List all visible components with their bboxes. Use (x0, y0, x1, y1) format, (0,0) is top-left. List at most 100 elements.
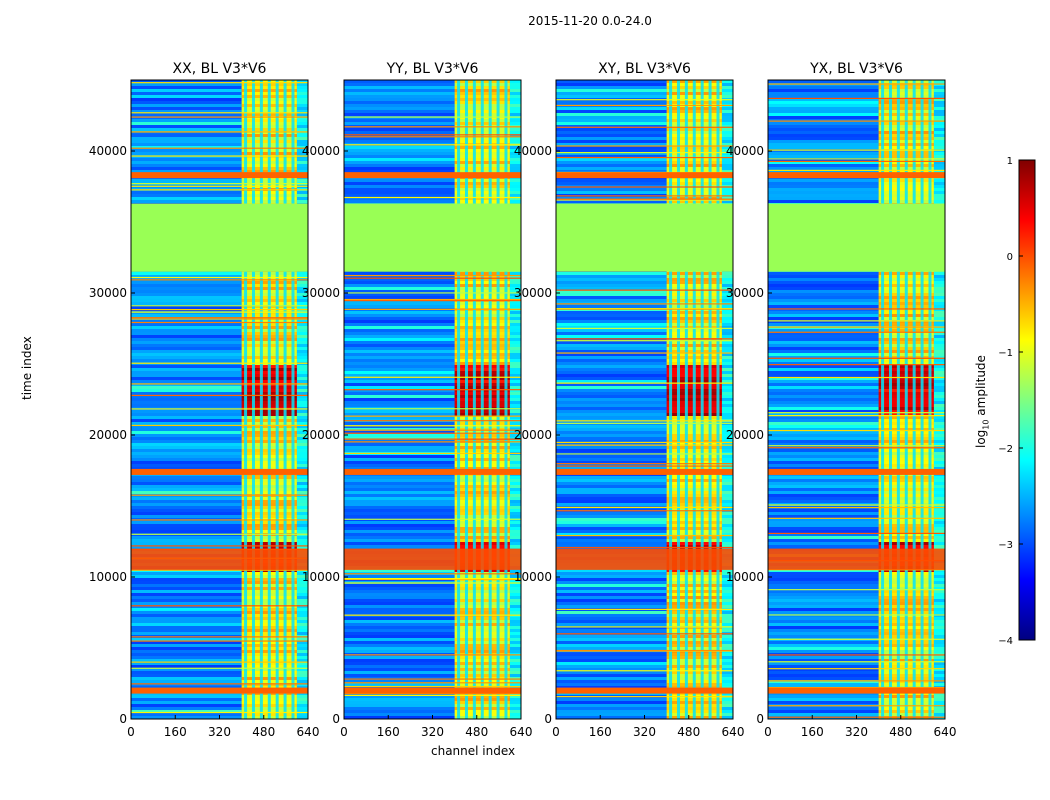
heatmap-cell (344, 83, 455, 86)
heatmap-cell (296, 614, 308, 617)
heatmap-cell (296, 101, 308, 104)
heatmap-cell (509, 179, 521, 182)
heatmap-cell (556, 485, 667, 488)
heatmap-cell (344, 200, 455, 203)
heatmap-cell (344, 353, 455, 356)
heatmap-cell (556, 425, 667, 428)
channel-stripe (708, 80, 712, 719)
heatmap-cell (556, 524, 667, 527)
heatmap-cell (768, 521, 879, 524)
heatmap-cell (296, 137, 308, 140)
heatmap-cell (131, 641, 242, 644)
heatmap-panel-2: YY, BL V3*V60 160 320 480 640010000200003000… (302, 61, 533, 739)
heatmap-cell (556, 476, 667, 479)
heatmap-cell (344, 92, 455, 95)
heatmap-cell (768, 128, 879, 131)
heatmap-cell (933, 116, 945, 119)
heatmap-cell (556, 542, 667, 545)
panel-title: XX, BL V3*V6 (173, 61, 267, 77)
heatmap-cell (556, 614, 667, 617)
heatmap-cell (556, 461, 667, 464)
heatmap-cell (556, 347, 667, 350)
heatmap-cell (296, 374, 308, 377)
heatmap-cell (556, 401, 667, 404)
heatmap-cell (131, 290, 242, 293)
heatmap-cell (344, 629, 455, 632)
rfi-line (768, 429, 945, 432)
heatmap-cell (556, 368, 667, 371)
heatmap-cell (344, 311, 455, 314)
heatmap-cell (556, 587, 667, 590)
y-tick-label: 10000 (726, 570, 764, 584)
heatmap-cell (721, 383, 733, 386)
heatmap-cell (768, 488, 879, 491)
heatmap-cell (296, 179, 308, 182)
heatmap-cell (556, 488, 667, 491)
heatmap-cell (344, 623, 455, 626)
rfi-line (768, 331, 945, 333)
channel-stripe (692, 80, 696, 719)
heatmap-cell (509, 431, 521, 434)
heatmap-cell (768, 341, 879, 344)
heatmap-cell (344, 539, 455, 542)
heatmap-cell (296, 416, 308, 419)
heatmap-cell (933, 488, 945, 491)
heatmap-cell (556, 494, 667, 497)
heatmap-cell (768, 386, 879, 389)
heatmap-cell (131, 347, 242, 350)
heatmap-cell (933, 374, 945, 377)
heatmap-cell (721, 533, 733, 536)
heatmap-cell (344, 542, 455, 545)
heatmap-cell (509, 707, 521, 710)
heatmap-cell (933, 434, 945, 437)
figure-title: 2015-11-20 0.0-24.0 (528, 14, 652, 28)
rfi-line (768, 412, 945, 414)
heatmap-cell (131, 701, 242, 704)
heatmap-cell (768, 656, 879, 659)
heatmap-cell (933, 419, 945, 422)
heatmap-cell (768, 167, 879, 170)
heatmap-cell (768, 371, 879, 374)
heatmap-cell (933, 365, 945, 368)
heatmap-cell (721, 638, 733, 641)
rfi-line (768, 654, 945, 656)
heatmap-cell (768, 152, 879, 155)
heatmap-cell (768, 443, 879, 446)
heatmap-cell (344, 476, 455, 479)
rfi-line (344, 196, 521, 199)
rfi-line (556, 382, 733, 384)
rfi-line (768, 149, 945, 151)
heatmap-cell (721, 389, 733, 392)
heatmap-cell (721, 671, 733, 674)
heatmap-cell (768, 629, 879, 632)
heatmap-cell (721, 701, 733, 704)
heatmap-cell (721, 143, 733, 146)
heatmap-cell (344, 626, 455, 629)
heatmap-cell (768, 95, 879, 98)
heatmap-cell (768, 104, 879, 107)
rfi-line (556, 453, 733, 455)
heatmap-cell (721, 314, 733, 317)
heatmap-cell (344, 659, 455, 662)
heatmap-cell (344, 710, 455, 713)
heatmap-cell (721, 644, 733, 647)
heatmap-cell (296, 668, 308, 671)
heatmap-cell (509, 398, 521, 401)
heatmap-cell (344, 383, 455, 386)
heatmap-cell (721, 716, 733, 719)
heatmap-cell (509, 494, 521, 497)
heatmap-cell (933, 500, 945, 503)
heatmap-cell (509, 290, 521, 293)
heatmap-cell (131, 455, 242, 458)
heatmap-cell (509, 146, 521, 149)
heatmap-cell (933, 695, 945, 698)
heatmap-cell (296, 194, 308, 197)
rfi-line (131, 183, 308, 185)
heatmap-cell (509, 524, 521, 527)
heatmap-cell (721, 131, 733, 134)
heatmap-cell (933, 587, 945, 590)
y-tick-label: 30000 (302, 286, 340, 300)
heatmap-cell (721, 152, 733, 155)
heatmap-cell (768, 413, 879, 416)
heatmap-cell (131, 449, 242, 452)
